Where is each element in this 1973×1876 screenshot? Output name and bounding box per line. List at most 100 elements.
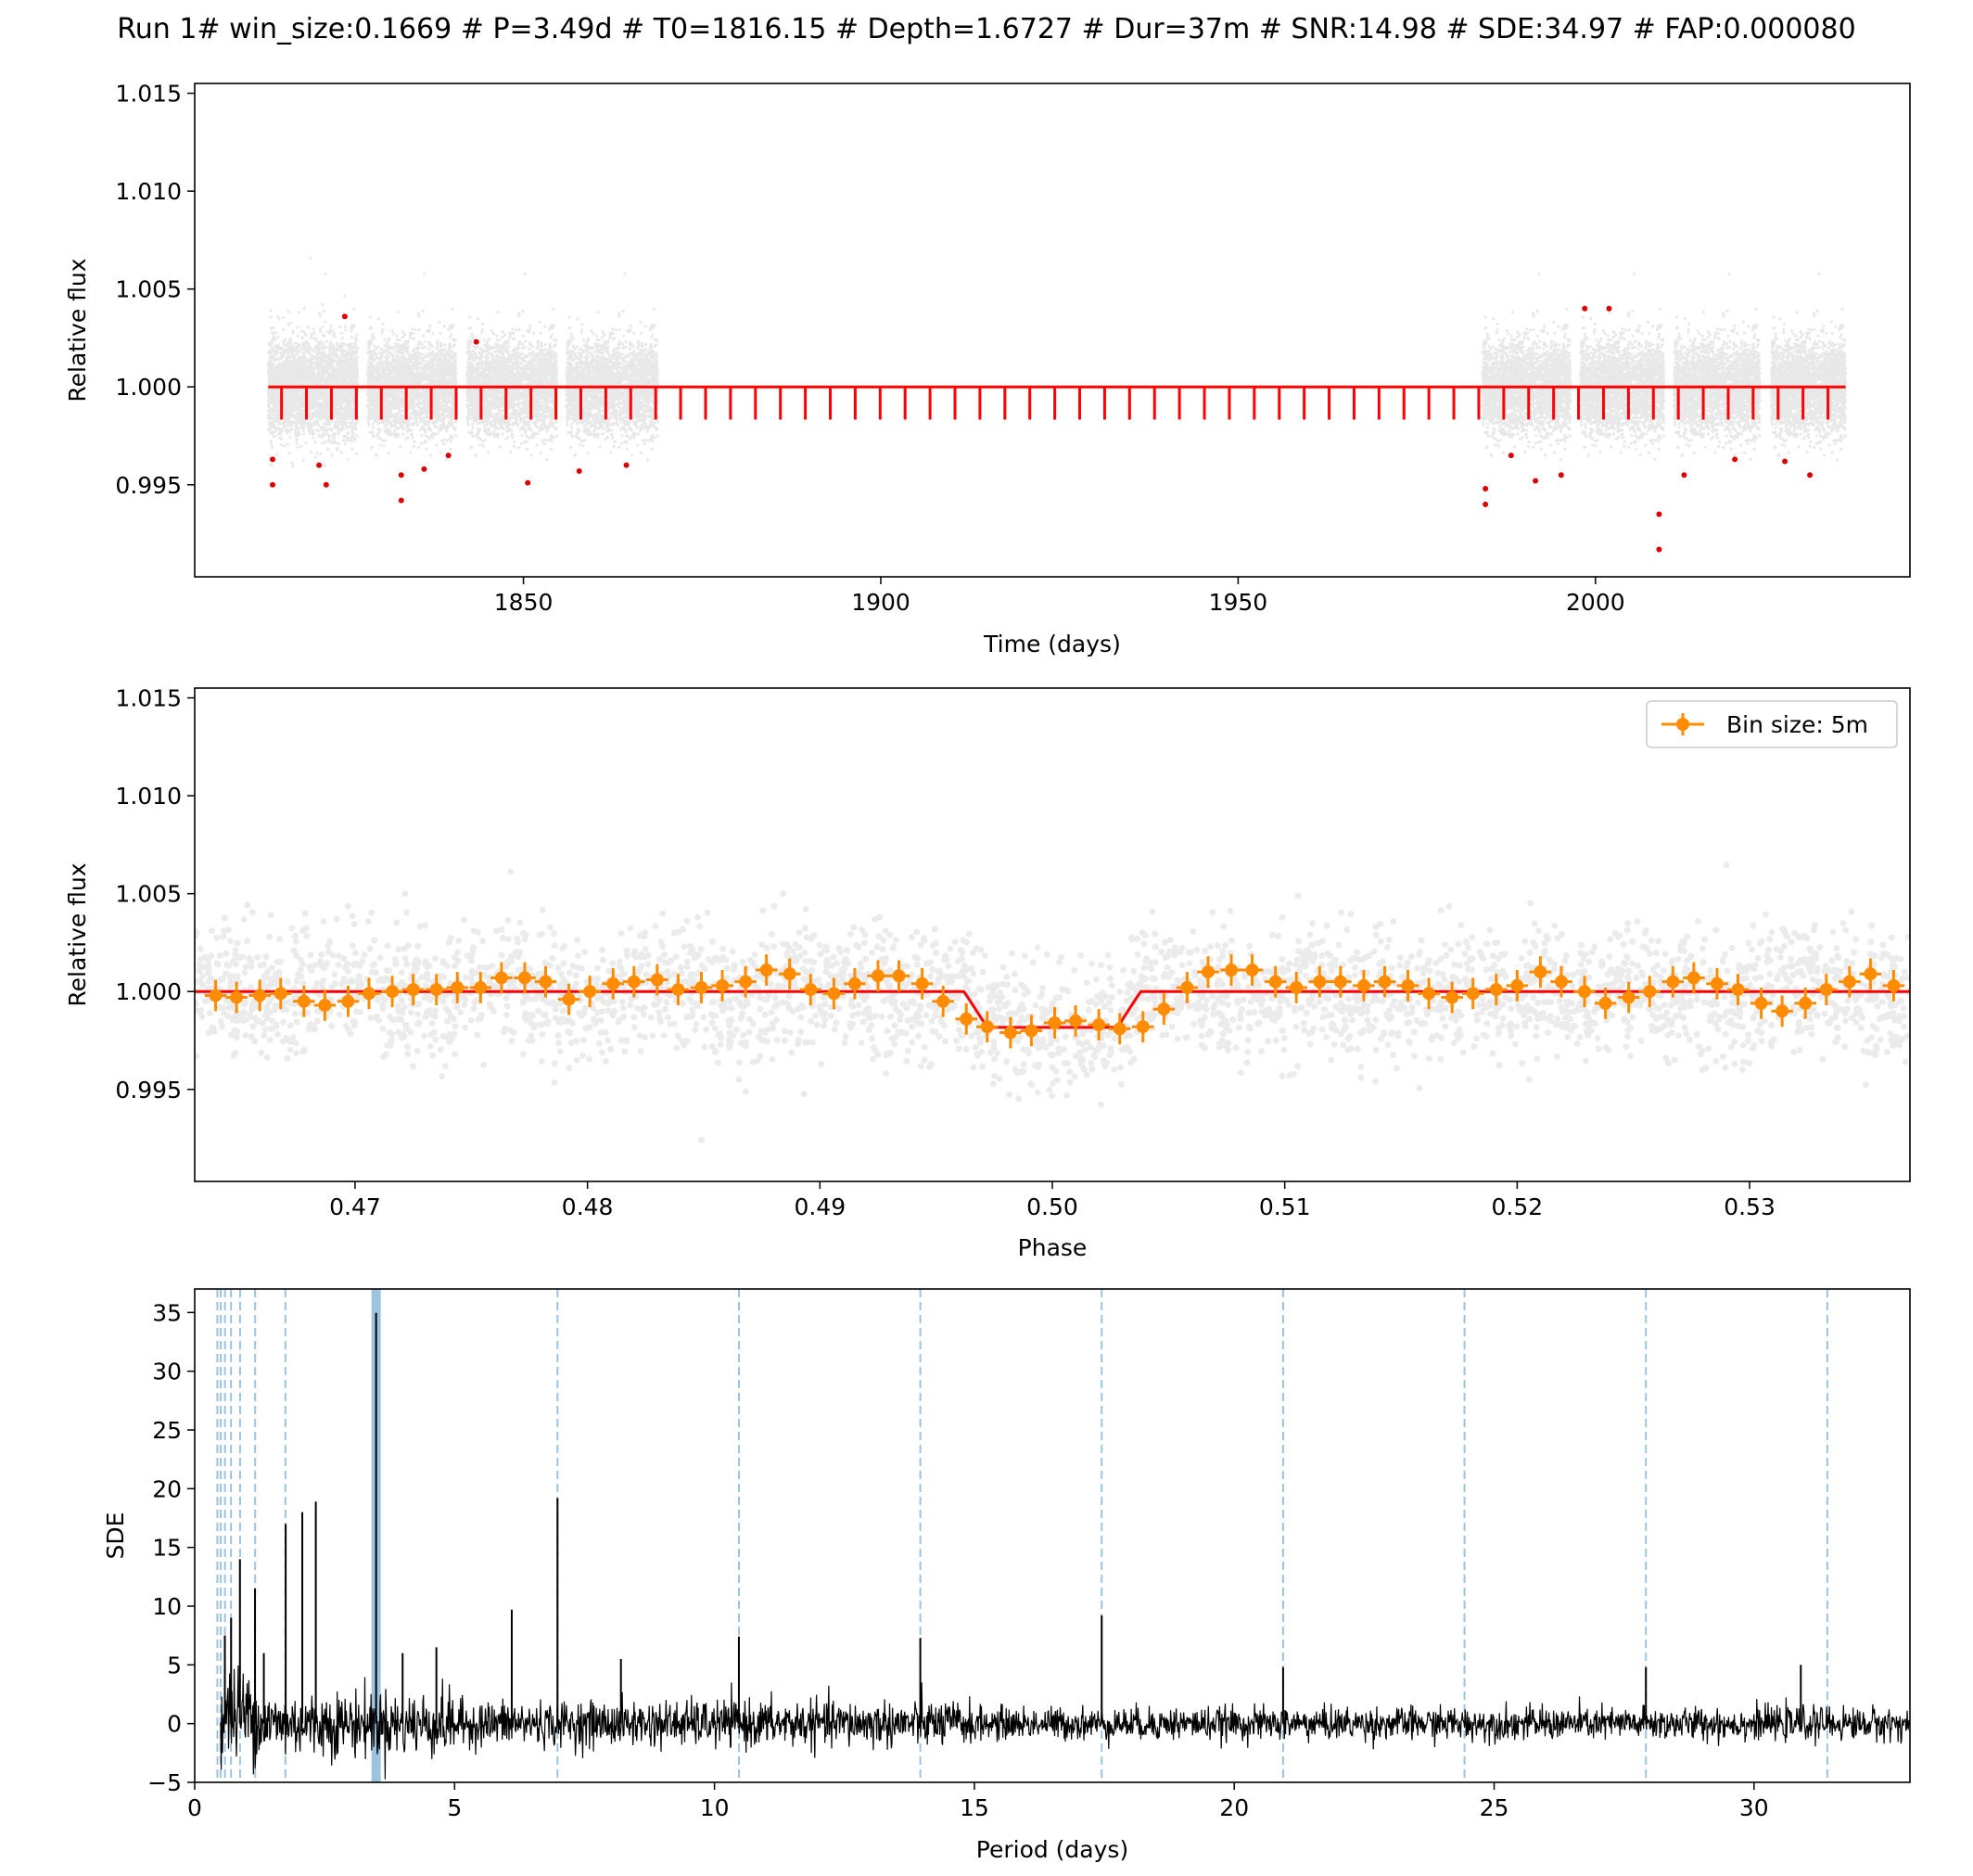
binned-point	[1882, 970, 1905, 1002]
binned-dot	[1510, 978, 1524, 992]
binned-point	[955, 1002, 978, 1035]
binned-dot	[1445, 990, 1459, 1004]
binned-point	[1859, 958, 1882, 990]
binned-point	[1330, 965, 1352, 998]
light-curve-ylabel: Relative flux	[64, 258, 91, 402]
light-curve-xtick-label: 2000	[1566, 589, 1625, 616]
binned-point	[204, 979, 227, 1012]
in-transit-point	[1606, 305, 1612, 312]
binned-dot	[1333, 975, 1347, 989]
periodogram-ytick-label: 15	[152, 1535, 182, 1562]
binned-dot	[318, 999, 332, 1012]
binned-dot	[960, 1012, 974, 1026]
binned-point	[602, 967, 625, 1000]
light-curve-ytick-label: 1.000	[115, 374, 182, 401]
binned-point	[446, 972, 469, 1003]
binned-point	[1197, 956, 1219, 988]
binned-point	[822, 977, 846, 1010]
in-transit-point	[1483, 486, 1489, 491]
binned-dot	[1201, 965, 1215, 979]
binned-point	[1088, 1009, 1110, 1040]
binned-point	[690, 972, 713, 1003]
legend-label: Bin size: 5m	[1726, 711, 1868, 738]
periodogram-xtick-label: 30	[1739, 1794, 1769, 1821]
binned-point	[1353, 970, 1375, 1002]
binned-dot	[1225, 964, 1239, 976]
binned-dot	[583, 985, 597, 999]
binned-point	[557, 983, 580, 1015]
binned-point	[1706, 967, 1728, 1000]
binned-point	[844, 967, 866, 1000]
binned-dot	[386, 985, 400, 999]
binned-point	[1726, 974, 1750, 1005]
periodogram-xtick-label: 0	[187, 1794, 202, 1821]
binned-point	[514, 962, 536, 994]
phase-fold-xtick-label: 0.53	[1724, 1193, 1776, 1220]
legend-marker-dot	[1676, 718, 1689, 731]
binned-dot	[1422, 987, 1436, 1001]
binned-point	[1794, 988, 1816, 1019]
binned-dot	[1378, 975, 1392, 989]
binned-point	[867, 960, 889, 992]
binned-dot	[1622, 990, 1636, 1004]
binned-dot	[494, 971, 508, 985]
binned-point	[1506, 970, 1529, 1002]
binned-dot	[274, 987, 287, 1001]
binned-point	[976, 1011, 999, 1043]
in-transit-point	[398, 472, 404, 479]
binned-point	[1108, 1013, 1131, 1045]
binned-dot	[1819, 983, 1833, 997]
phase-fold-xtick-label: 0.52	[1492, 1193, 1544, 1220]
phase-fold-ytick-label: 1.000	[115, 978, 182, 1005]
binned-dot	[759, 964, 773, 976]
harmonic-lines	[216, 1289, 1828, 1782]
sde-line	[220, 1312, 1910, 1780]
binned-point	[711, 970, 733, 1002]
binned-point	[1750, 988, 1773, 1019]
phase-fold-ticks: 0.47 0.48 0.49 0.50 0.51 0.52 0.53 0.995 1.000 1.…	[115, 685, 1775, 1220]
binned-point	[1617, 981, 1640, 1014]
binned-dot	[230, 990, 244, 1004]
binned-dot	[980, 1020, 994, 1034]
in-transit-point	[1656, 546, 1662, 553]
light-curve-ytick-label: 1.005	[115, 276, 182, 303]
binned-point	[1441, 981, 1463, 1014]
binned-point	[248, 979, 271, 1012]
periodogram-xtick-label: 10	[700, 1794, 730, 1821]
binned-dot	[1887, 978, 1901, 992]
legend: Bin size: 5m	[1646, 700, 1898, 748]
binned-dot	[606, 976, 620, 990]
binned-point	[1814, 974, 1838, 1005]
binned-point	[293, 985, 315, 1017]
binned-dot	[474, 981, 488, 994]
binned-point	[778, 958, 801, 990]
binned-dot	[827, 987, 841, 1001]
binned-dot	[517, 971, 531, 985]
binned-point	[1461, 977, 1484, 1010]
periodogram-ytick-label: −5	[147, 1769, 182, 1796]
binned-point	[999, 1016, 1022, 1049]
binned-dot	[363, 987, 376, 1001]
binned-point	[622, 965, 645, 998]
in-transit-point	[398, 497, 404, 504]
binned-point	[667, 974, 690, 1005]
binned-point	[313, 989, 337, 1021]
light-curve-ytick-label: 1.015	[115, 81, 182, 108]
light-curve-segment	[1769, 272, 1848, 462]
binned-dot	[1687, 971, 1700, 985]
periodogram-ytick-label: 30	[152, 1359, 182, 1385]
binned-dot	[1598, 996, 1612, 1010]
in-transit-point	[270, 481, 276, 488]
in-transit-point	[316, 462, 323, 468]
binned-point	[1241, 954, 1264, 986]
in-transit-point	[473, 338, 479, 345]
in-transit-point	[1582, 305, 1588, 312]
binned-dot	[1069, 1014, 1083, 1027]
binned-point	[1485, 974, 1508, 1005]
phase-fold-xtick-label: 0.48	[562, 1193, 614, 1220]
binned-dot	[539, 975, 553, 989]
binned-point	[799, 974, 822, 1005]
binned-dot	[892, 969, 906, 983]
light-curve-xlabel: Time (days)	[983, 631, 1121, 657]
